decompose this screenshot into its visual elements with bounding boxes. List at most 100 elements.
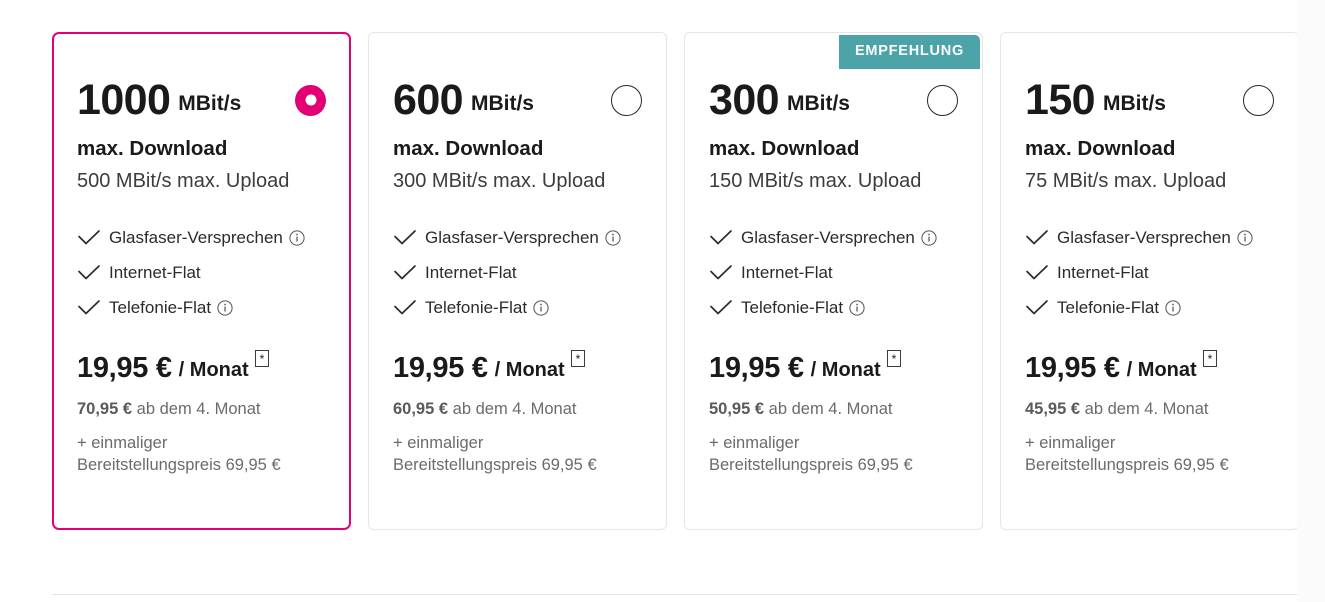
- price-value: 19,95 €: [1025, 351, 1120, 384]
- speed-unit: MBit/s: [470, 91, 534, 115]
- footnote-asterisk[interactable]: *: [886, 349, 902, 367]
- feature-item: Glasfaser-Versprechen: [393, 221, 642, 256]
- check-icon: [393, 299, 417, 317]
- after-price-value: 50,95 €: [709, 400, 765, 418]
- check-icon: [709, 264, 733, 282]
- info-icon[interactable]: [921, 230, 937, 246]
- price-period: / Monat: [810, 358, 881, 381]
- price-row: 19,95 € / Monat *: [77, 349, 326, 383]
- speed-unit: MBit/s: [786, 91, 850, 115]
- price-after-intro: 70,95 € ab dem 4. Monat: [77, 400, 326, 420]
- check-icon: [77, 264, 101, 282]
- one-time-fee: + einmaliger Bereitstellungspreis 69,95 €: [77, 433, 326, 477]
- after-price-text: ab dem 4. Monat: [768, 400, 893, 418]
- check-icon: [709, 229, 733, 247]
- price-row: 19,95 € / Monat *: [709, 349, 958, 384]
- info-icon[interactable]: [849, 300, 865, 316]
- recommendation-badge: EMPFEHLUNG: [839, 35, 980, 69]
- one-time-fee: + einmaliger Bereitstellungspreis 69,95 €: [709, 433, 958, 477]
- feature-label: Internet-Flat: [1057, 263, 1149, 283]
- speed-header: 600 MBit/s: [393, 77, 642, 123]
- feature-label: Glasfaser-Versprechen: [1057, 228, 1231, 248]
- one-time-fee-line2: Bereitstellungspreis 69,95 €: [1025, 455, 1229, 474]
- feature-item: Internet-Flat: [393, 256, 642, 291]
- feature-label: Telefonie-Flat: [741, 298, 844, 318]
- price-block: 19,95 € / Monat * 60,95 € ab dem 4. Monat + …: [393, 349, 642, 477]
- after-price-text: ab dem 4. Monat: [136, 400, 261, 418]
- price-block: 19,95 € / Monat * 70,95 € ab dem 4. Monat + …: [77, 349, 326, 477]
- tariff-card-150[interactable]: 150 MBit/s max. Download 75 MBit/s max. Upl…: [1000, 32, 1299, 530]
- feature-list: Glasfaser-Versprechen Internet-Flat Telefo…: [393, 221, 642, 326]
- info-icon[interactable]: [1237, 230, 1253, 246]
- one-time-fee-line1: + einmaliger: [77, 433, 168, 452]
- upload-label: 500 MBit/s max. Upload: [77, 169, 290, 192]
- one-time-fee-line1: + einmaliger: [709, 433, 800, 452]
- viewport-edge-strip: [1297, 0, 1325, 602]
- plan-radio-button[interactable]: [1243, 84, 1274, 116]
- price-after-intro: 45,95 € ab dem 4. Monat: [1025, 400, 1274, 420]
- one-time-fee-line1: + einmaliger: [1025, 433, 1116, 452]
- feature-label: Glasfaser-Versprechen: [109, 228, 283, 248]
- feature-label: Telefonie-Flat: [425, 298, 528, 318]
- feature-item: Telefonie-Flat: [709, 291, 958, 326]
- download-label: max. Download: [393, 137, 544, 160]
- info-icon[interactable]: [217, 300, 233, 316]
- info-icon[interactable]: [605, 230, 621, 246]
- one-time-fee: + einmaliger Bereitstellungspreis 69,95 €: [393, 433, 642, 477]
- check-icon: [1025, 264, 1049, 282]
- footnote-asterisk[interactable]: *: [1202, 349, 1218, 367]
- speed-unit: MBit/s: [178, 91, 242, 115]
- price-value: 19,95 €: [709, 351, 804, 384]
- price-value: 19,95 €: [393, 351, 488, 384]
- footnote-asterisk[interactable]: *: [254, 349, 270, 367]
- speed-header: 300 MBit/s: [709, 77, 958, 123]
- feature-item: Telefonie-Flat: [393, 291, 642, 326]
- price-period: / Monat: [178, 358, 249, 381]
- feature-label: Glasfaser-Versprechen: [741, 228, 915, 248]
- feature-item: Internet-Flat: [1025, 256, 1274, 291]
- price-block: 19,95 € / Monat * 45,95 € ab dem 4. Monat + …: [1025, 349, 1274, 477]
- speed-value: 150: [1025, 75, 1096, 124]
- feature-item: Glasfaser-Versprechen: [709, 221, 958, 256]
- plan-radio-button[interactable]: [927, 84, 958, 116]
- one-time-fee-line2: Bereitstellungspreis 69,95 €: [709, 455, 913, 474]
- check-icon: [393, 229, 417, 247]
- info-icon[interactable]: [289, 230, 305, 246]
- after-price-value: 45,95 €: [1025, 400, 1081, 418]
- tariff-card-600[interactable]: 600 MBit/s max. Download 300 MBit/s max. Up…: [368, 32, 667, 530]
- one-time-fee-line1: + einmaliger: [393, 433, 484, 452]
- feature-item: Glasfaser-Versprechen: [1025, 221, 1274, 256]
- download-label: max. Download: [77, 137, 228, 160]
- download-label: max. Download: [1025, 137, 1176, 160]
- price-after-intro: 60,95 € ab dem 4. Monat: [393, 400, 642, 420]
- feature-list: Glasfaser-Versprechen Internet-Flat Telefo…: [1025, 221, 1274, 326]
- feature-label: Telefonie-Flat: [109, 298, 212, 318]
- price-block: 19,95 € / Monat * 50,95 € ab dem 4. Monat + …: [709, 349, 958, 477]
- feature-label: Glasfaser-Versprechen: [425, 228, 599, 248]
- plan-radio-button[interactable]: [295, 84, 326, 116]
- speed-header: 1000 MBit/s: [77, 77, 326, 123]
- tariff-card-300[interactable]: EMPFEHLUNG 300 MBit/s max. Download 150 MBit…: [684, 32, 983, 530]
- check-icon: [1025, 229, 1049, 247]
- speed-value: 600: [393, 75, 464, 124]
- price-period: / Monat: [1126, 358, 1197, 381]
- one-time-fee-line2: Bereitstellungspreis 69,95 €: [77, 455, 281, 474]
- check-icon: [1025, 299, 1049, 317]
- upload-label: 300 MBit/s max. Upload: [393, 169, 606, 192]
- plan-radio-button[interactable]: [611, 84, 642, 116]
- check-icon: [77, 299, 101, 317]
- feature-list: Glasfaser-Versprechen Internet-Flat Telefo…: [709, 221, 958, 326]
- speed-header: 150 MBit/s: [1025, 77, 1274, 123]
- speed-value: 1000: [77, 75, 171, 124]
- info-icon[interactable]: [533, 300, 549, 316]
- one-time-fee-line2: Bereitstellungspreis 69,95 €: [393, 455, 597, 474]
- footnote-asterisk[interactable]: *: [570, 349, 586, 367]
- price-period: / Monat: [494, 358, 565, 381]
- tariff-card-1000[interactable]: 1000 MBit/s max. Download 500 MBit/s max. U…: [52, 32, 351, 530]
- upload-label: 75 MBit/s max. Upload: [1025, 169, 1227, 192]
- feature-list: Glasfaser-Versprechen Internet-Flat Telefo…: [77, 221, 326, 326]
- feature-item: Internet-Flat: [77, 256, 326, 291]
- upload-label: 150 MBit/s max. Upload: [709, 169, 922, 192]
- info-icon[interactable]: [1165, 300, 1181, 316]
